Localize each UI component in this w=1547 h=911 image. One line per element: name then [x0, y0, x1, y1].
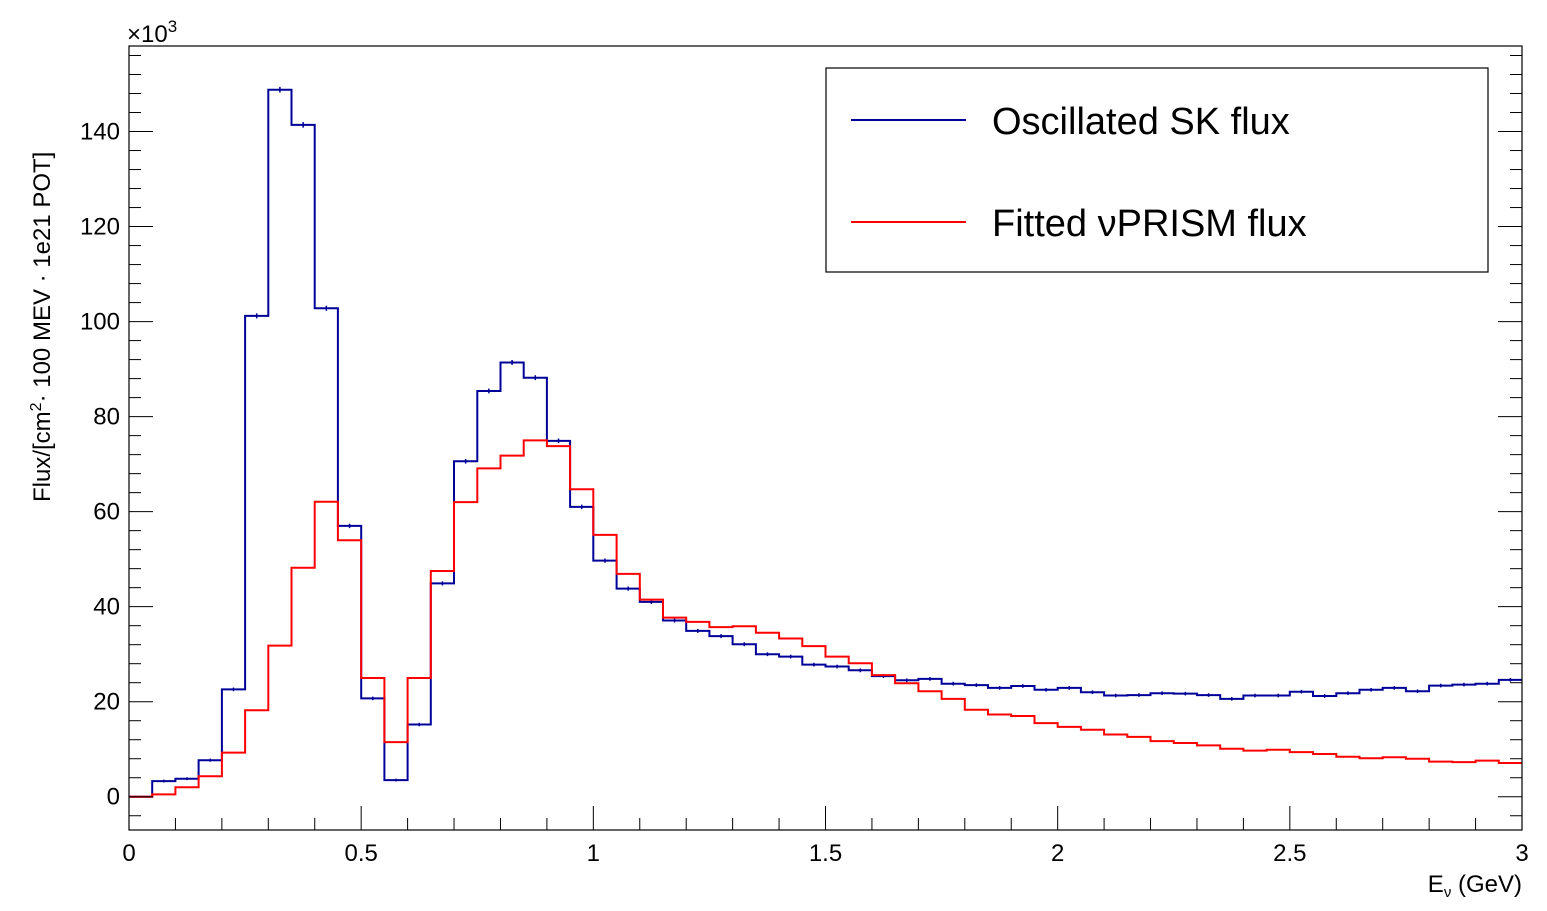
x-tick-label: 0.5: [344, 840, 377, 867]
legend-label: Fitted νPRISM flux: [992, 203, 1307, 245]
y-tick-label: 20: [93, 689, 120, 716]
y-tick-label: 100: [80, 309, 120, 336]
series-layer: [129, 86, 1522, 798]
legend: Oscillated SK flux Fitted νPRISM flux: [825, 67, 1489, 273]
y-tick-label: 60: [93, 499, 120, 526]
x-axis-title: Eν (GeV): [1428, 871, 1522, 901]
y-exponent-label: ×103: [127, 17, 177, 48]
x-tick-label: 1: [587, 840, 600, 867]
x-tick-label: 2: [1051, 840, 1064, 867]
axis-ticks: [128, 55, 1523, 830]
y-axis-title: Flux/[cm2· 100 MEV · 1e21 POT]: [28, 152, 56, 502]
legend-box: [825, 67, 1489, 273]
x-tick-label: 1.5: [809, 840, 842, 867]
tick-labels: 0 0.5 1 1.5 2 2.5 3 0 20 40 60 80 100 120 140: [80, 119, 1529, 867]
x-tick-label: 2.5: [1273, 840, 1306, 867]
y-tick-label: 0: [107, 784, 120, 811]
y-tick-label: 140: [80, 119, 120, 146]
legend-label: Oscillated SK flux: [992, 101, 1290, 143]
y-tick-label: 80: [93, 404, 120, 431]
y-tick-label: 40: [93, 594, 120, 621]
x-tick-label: 0: [122, 840, 135, 867]
series-step-line: [129, 439, 1522, 798]
y-tick-label: 120: [80, 214, 120, 241]
series-fitted-nuprism-flux: [129, 439, 1522, 798]
x-tick-label: 3: [1515, 840, 1528, 867]
